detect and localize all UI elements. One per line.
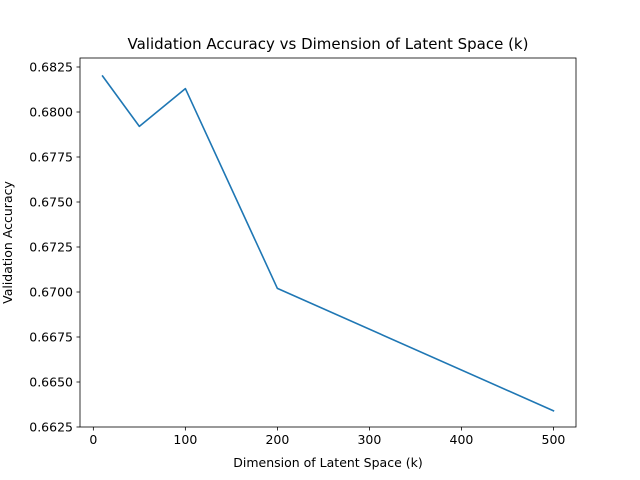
x-tick-label: 400 [450, 432, 474, 447]
plot-frame [79, 57, 577, 428]
y-tick-label: 0.6750 [29, 195, 73, 210]
y-tick-label: 0.6825 [29, 60, 73, 75]
y-tick-label: 0.6800 [29, 105, 73, 120]
y-tick-label: 0.6725 [29, 240, 73, 255]
y-tick-label: 0.6775 [29, 150, 73, 165]
y-tick-label: 0.6650 [29, 375, 73, 390]
x-tick-label: 300 [357, 432, 381, 447]
series-line [101, 74, 555, 412]
y-tick-label: 0.6700 [29, 285, 73, 300]
x-axis-title: Dimension of Latent Space (k) [233, 455, 423, 470]
plot-area [80, 58, 576, 427]
x-tick-label: 100 [173, 432, 197, 447]
data-series [101, 74, 555, 412]
chart-title: Validation Accuracy vs Dimension of Late… [128, 35, 529, 53]
x-axis-ticks: 0 100 200 300 400 500 [89, 427, 565, 447]
y-tick-label: 0.6625 [29, 420, 73, 435]
y-tick-label: 0.6675 [29, 330, 73, 345]
y-axis-title: Validation Accuracy [0, 181, 15, 304]
x-tick-label: 0 [89, 432, 97, 447]
x-tick-label: 500 [542, 432, 566, 447]
x-tick-label: 200 [265, 432, 289, 447]
y-axis-ticks: 0.6625 0.6650 0.6675 0.6700 0.6725 0.6750 0.67… [29, 60, 80, 435]
